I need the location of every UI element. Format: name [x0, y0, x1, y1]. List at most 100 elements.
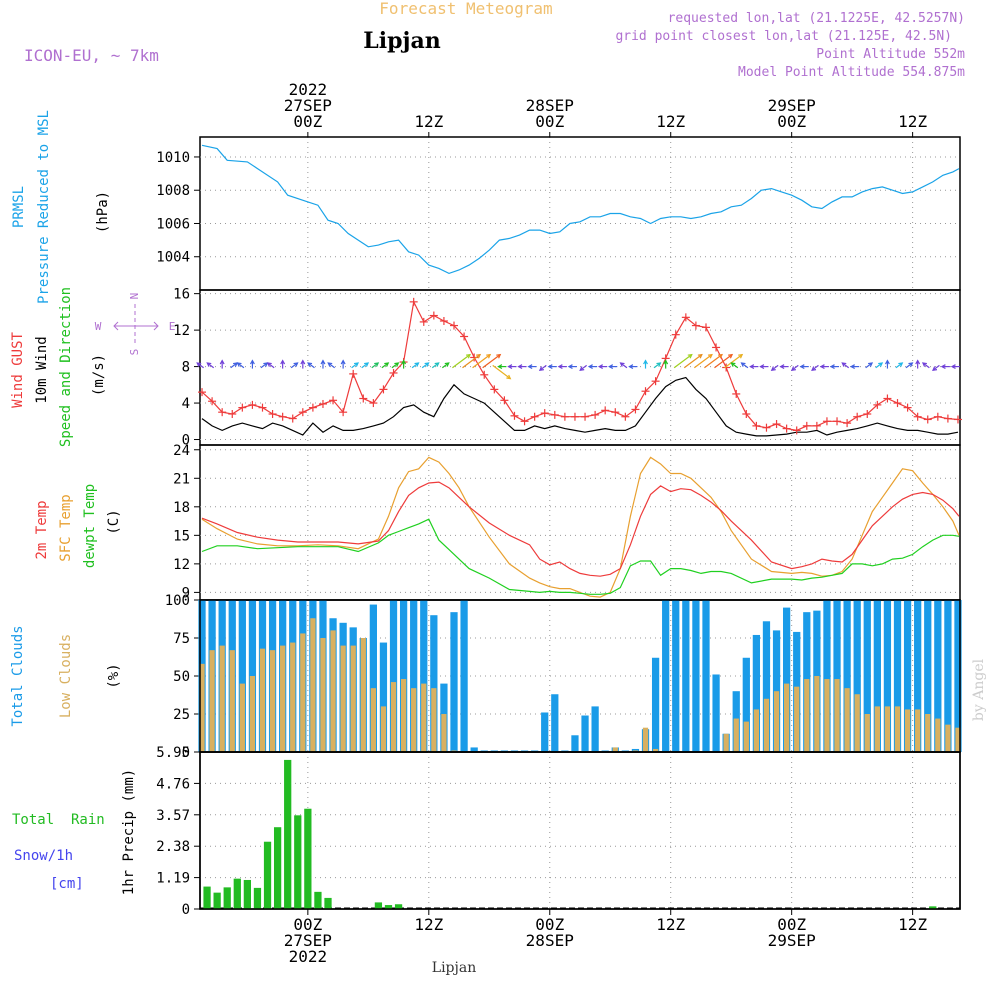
wind-direction-arrow-shaft	[704, 354, 723, 369]
precip-ytick-label: 2.38	[156, 839, 190, 855]
temp-ylabel-dewpt: dewpt Temp	[82, 484, 98, 568]
total-cloud-bar	[480, 750, 488, 752]
low-cloud-bar	[904, 709, 911, 752]
wind-direction-arrow-shaft	[411, 362, 419, 369]
wind-gust-marker	[510, 411, 519, 420]
low-cloud-bar	[612, 747, 618, 752]
wind-direction-arrow-head	[293, 362, 299, 367]
precip-ytick-label: 4.76	[156, 776, 190, 792]
wind-direction-arrow-shaft	[905, 362, 913, 369]
wind-direction-arrow	[441, 362, 450, 369]
wind-direction-arrow-shaft	[771, 364, 779, 371]
wind-direction-arrow-head	[434, 362, 440, 367]
model-altitude: Model Point Altitude 554.875m	[738, 65, 965, 80]
pressure-ytick-label: 1010	[156, 150, 190, 166]
wind-direction-arrow-head	[868, 362, 874, 367]
wind-direction-arrow-shaft	[653, 362, 661, 369]
wind-direction-arrow	[507, 364, 517, 370]
low-cloud-bar	[441, 714, 447, 752]
wind-gust-marker	[570, 412, 579, 421]
temperature-panel: 9 12 15 18 21 24	[173, 443, 961, 601]
wind-direction-arrow-head	[424, 362, 430, 367]
wind-direction-arrow-shaft	[371, 362, 379, 369]
wind-direction-arrow-head	[567, 364, 573, 370]
rain-bar	[374, 902, 383, 909]
wind-direction-arrow	[340, 359, 346, 369]
wind-gust-line	[201, 299, 959, 432]
wind-direction-arrow-shaft	[482, 354, 501, 369]
wind-gust-marker	[953, 415, 962, 424]
top-time-label: 00Z	[535, 112, 564, 131]
wind-gust-marker	[218, 408, 227, 417]
wind-direction-arrow	[219, 359, 225, 369]
wind-gust-marker	[318, 399, 327, 408]
low-cloud-bar	[935, 718, 941, 752]
wind-direction-arrow-head	[527, 364, 533, 370]
wind-gust-marker	[228, 410, 237, 418]
top-time-label: 28SEP	[526, 96, 574, 115]
low-cloud-bar	[945, 724, 951, 752]
wind-direction-arrow	[597, 364, 608, 370]
precip-panel: 0 1.19 2.38 3.57 4.76 5.95	[156, 745, 961, 918]
low-cloud-bar	[632, 750, 639, 752]
wind-gust-marker	[339, 408, 348, 417]
wind-direction-arrow	[884, 359, 890, 369]
wind-direction-arrow-head	[749, 364, 755, 370]
wind-direction-arrow	[587, 364, 598, 370]
wind-gust-marker	[742, 410, 751, 418]
wind-direction-arrow-shaft	[472, 354, 491, 369]
wind-direction-arrow-shaft	[922, 362, 930, 369]
rain-bar	[294, 815, 302, 909]
total-cloud-bar	[490, 750, 498, 752]
low-cloud-bar	[915, 709, 921, 752]
temperature-ytick-label: 18	[173, 500, 190, 516]
wind-direction-arrow-shaft	[539, 364, 547, 371]
wind-gust-marker	[450, 321, 459, 330]
wind-ylabel: Wind GUST 10m Wind Speed and Direction (…	[10, 287, 175, 447]
total-cloud-bar	[601, 750, 609, 752]
precip-ylabel-rain: Total Rain	[12, 812, 105, 828]
total-cloud-bar	[682, 600, 690, 752]
wind-direction-arrow-shaft	[865, 362, 873, 369]
wind-direction-arrow	[915, 359, 921, 369]
wind-direction-arrow-head	[717, 353, 723, 359]
precip-ytick-label: 1.19	[156, 871, 190, 887]
low-cloud-bar	[400, 679, 407, 752]
wind-direction-arrow	[307, 362, 315, 369]
wind-direction-arrow	[567, 364, 577, 370]
wind-direction-arrow	[327, 362, 336, 369]
compass-north: N	[128, 293, 141, 300]
wind-direction-arrow-head	[829, 364, 835, 370]
wind-direction-arrow-head	[908, 362, 914, 367]
top-time-label: 12Z	[656, 112, 685, 131]
wind-direction-arrow	[770, 364, 779, 371]
wind-direction-arrow	[538, 364, 547, 371]
clouds-panel: 0 25 50 75 100	[165, 593, 962, 761]
total-cloud-bar	[662, 600, 670, 752]
bottom-time-label: 29SEP	[768, 931, 816, 950]
pressure-line	[201, 144, 960, 275]
wind-direction-arrow-head	[759, 364, 765, 370]
low-cloud-bar	[723, 733, 729, 752]
total-cloud-bar	[389, 600, 398, 752]
total-cloud-bar	[883, 600, 892, 752]
wind-direction-arrow-head	[608, 364, 614, 370]
total-cloud-bar	[833, 600, 841, 752]
low-cloud-bar	[753, 709, 760, 752]
wind-direction-arrow	[811, 364, 819, 371]
low-cloud-bar	[320, 638, 326, 752]
wind-direction-arrow-shaft	[441, 362, 450, 369]
wind-direction-arrow-head	[307, 362, 313, 367]
clouds-ytick-label: 25	[173, 707, 190, 723]
wind-direction-arrow	[790, 364, 799, 371]
wind-direction-arrow-head	[496, 353, 502, 359]
wind-gust-marker	[208, 397, 217, 406]
wind-gust-marker	[641, 387, 650, 396]
wind-direction-arrow-head	[932, 366, 938, 371]
low-cloud-bar	[874, 706, 880, 752]
wind-direction-arrow-shaft	[462, 354, 481, 369]
wind-direction-arrow	[371, 362, 380, 369]
total-cloud-bar	[934, 600, 942, 752]
wind-direction-arrow-shaft	[391, 362, 399, 369]
